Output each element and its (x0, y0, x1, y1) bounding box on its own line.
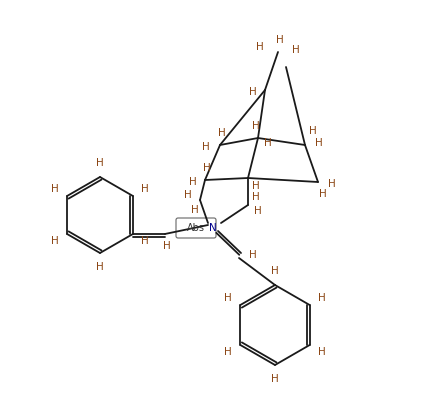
Text: H: H (271, 266, 279, 276)
Text: H: H (163, 241, 171, 251)
Text: H: H (51, 184, 59, 194)
Text: H: H (319, 189, 327, 199)
Text: H: H (189, 177, 197, 187)
Text: H: H (249, 87, 257, 97)
Text: H: H (292, 45, 300, 55)
Text: H: H (252, 192, 260, 202)
Text: H: H (225, 293, 232, 303)
Text: H: H (218, 128, 226, 138)
Text: H: H (276, 35, 284, 45)
Text: H: H (184, 190, 192, 200)
Text: H: H (271, 374, 279, 384)
Text: H: H (256, 42, 264, 52)
Text: H: H (51, 236, 59, 246)
Text: H: H (141, 184, 149, 194)
Text: H: H (249, 250, 257, 260)
Text: H: H (141, 236, 149, 246)
Text: H: H (309, 126, 317, 136)
Text: H: H (328, 179, 336, 189)
Text: H: H (225, 347, 232, 357)
Text: H: H (318, 293, 326, 303)
FancyBboxPatch shape (176, 218, 216, 238)
Text: H: H (191, 205, 199, 215)
Text: H: H (252, 181, 260, 191)
Text: H: H (96, 262, 104, 272)
Text: Abs: Abs (187, 223, 205, 233)
Text: H: H (202, 142, 210, 152)
Text: H: H (264, 138, 272, 148)
Text: H: H (252, 121, 260, 131)
Text: N: N (209, 223, 217, 233)
Text: H: H (315, 138, 323, 148)
Text: H: H (203, 163, 211, 173)
Text: H: H (318, 347, 326, 357)
Text: H: H (96, 158, 104, 168)
Text: H: H (254, 206, 262, 216)
